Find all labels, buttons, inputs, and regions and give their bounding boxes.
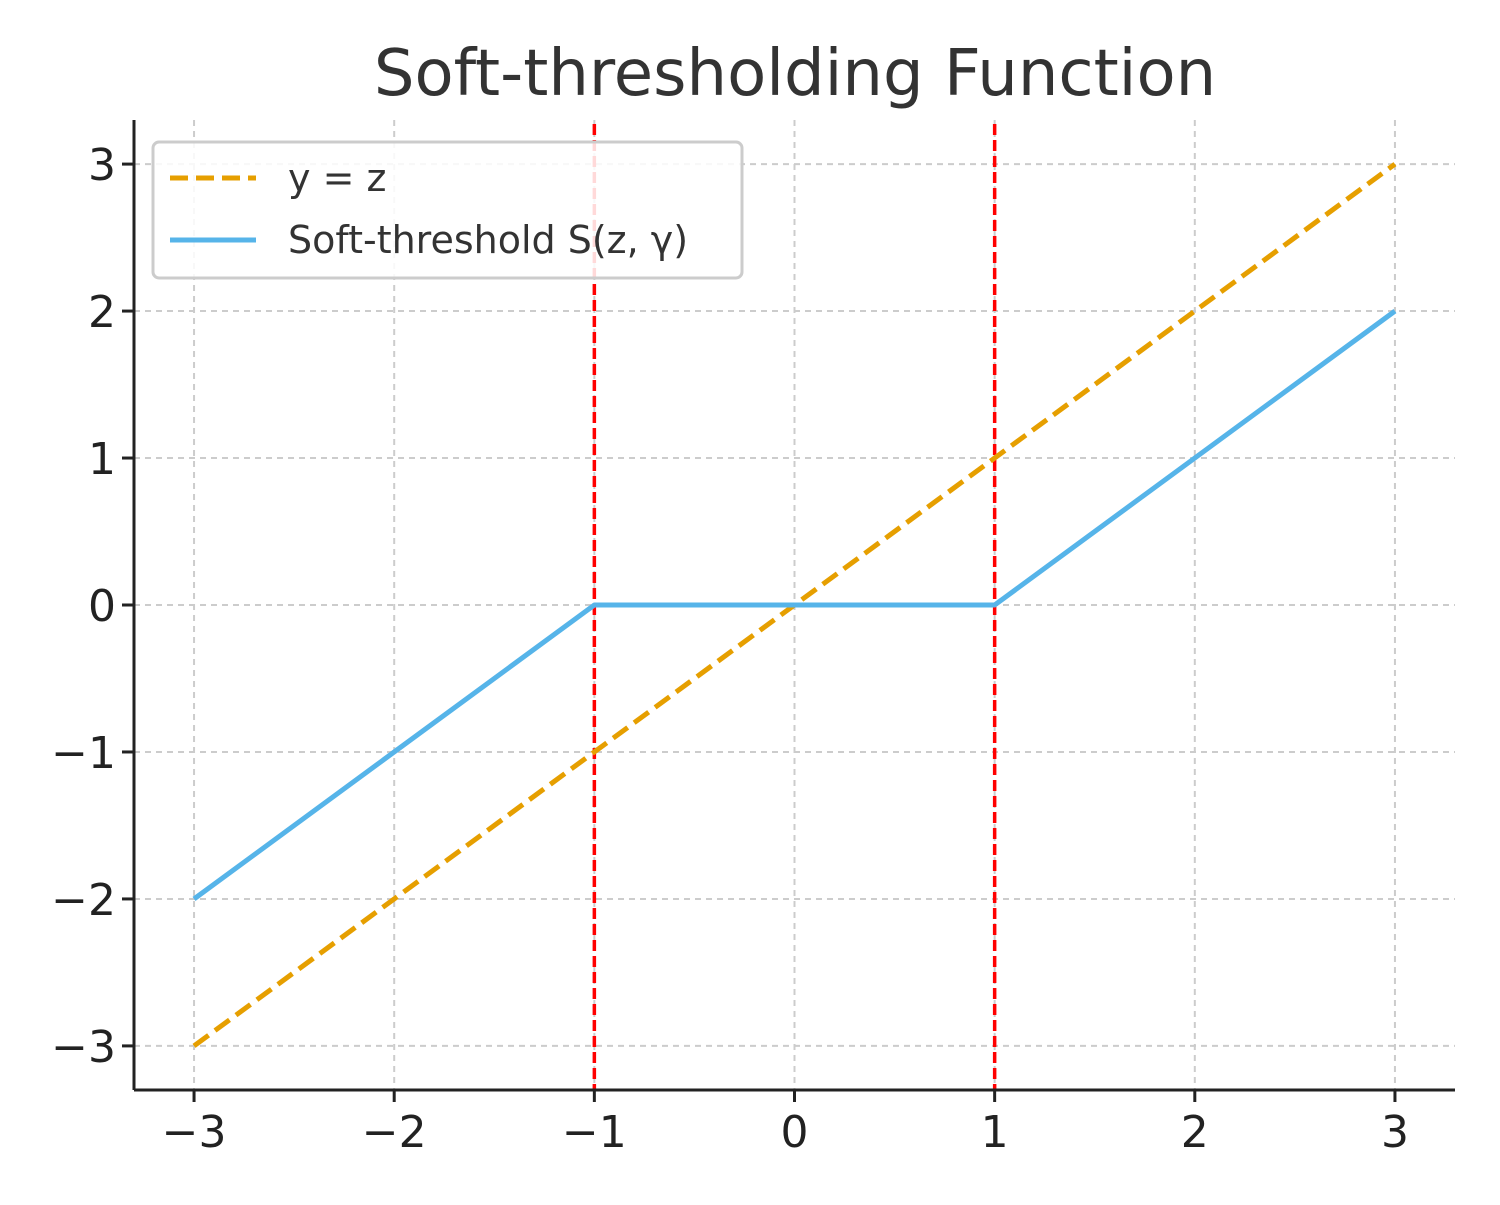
- y-tick-label-0: −3: [51, 1022, 116, 1073]
- y-tick-label-3: 0: [88, 581, 116, 632]
- x-tick-label-6: 3: [1381, 1107, 1409, 1158]
- legend: y = z Soft-threshold S(z, γ): [151, 140, 744, 280]
- x-tick-label-2: −1: [562, 1107, 627, 1158]
- y-tick-label-2: −1: [51, 728, 116, 779]
- x-tick-label-3: 0: [781, 1107, 809, 1158]
- y-tick-label-1: −2: [51, 875, 116, 926]
- chart-title: Soft-thresholding Function: [374, 37, 1216, 111]
- x-tick-label-4: 1: [981, 1107, 1009, 1158]
- series-layer: [192, 162, 1397, 1048]
- y-tick-label-5: 2: [88, 287, 116, 338]
- x-tick-label-0: −3: [162, 1107, 227, 1158]
- y-tick-label-4: 1: [88, 434, 116, 485]
- y-tick-label-6: 3: [88, 140, 116, 191]
- ticks: −3 −2 −1 0 1 2 3 −3 −2 −1 0 1 2 3: [51, 140, 1409, 1158]
- legend-label-soft-threshold: Soft-threshold S(z, γ): [288, 218, 688, 262]
- series-line-1: [192, 309, 1397, 901]
- x-tick-label-5: 2: [1181, 1107, 1209, 1158]
- x-tick-label-1: −2: [362, 1107, 427, 1158]
- legend-label-y-equals-z: y = z: [288, 156, 386, 200]
- legend-frame: [151, 140, 744, 280]
